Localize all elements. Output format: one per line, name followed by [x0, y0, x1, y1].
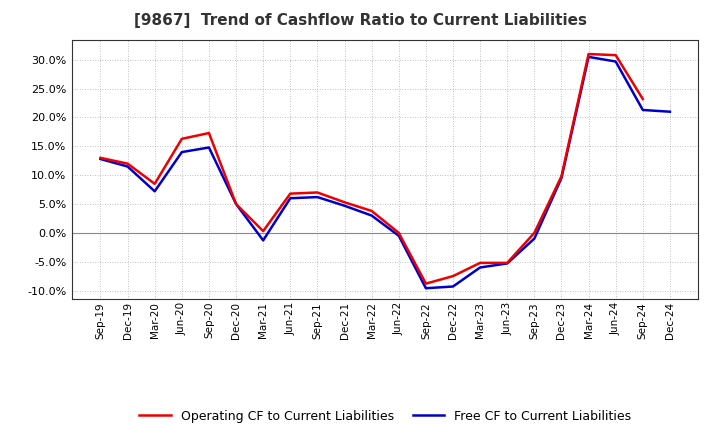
Free CF to Current Liabilities	[178, 150, 186, 155]
Free CF to Current Liabilities	[503, 261, 511, 266]
Free CF to Current Liabilities	[476, 265, 485, 270]
Free CF to Current Liabilities	[259, 238, 268, 243]
Legend: Operating CF to Current Liabilities, Free CF to Current Liabilities: Operating CF to Current Liabilities, Fre…	[135, 405, 636, 428]
Line: Operating CF to Current Liabilities: Operating CF to Current Liabilities	[101, 54, 643, 284]
Operating CF to Current Liabilities	[204, 130, 213, 136]
Operating CF to Current Liabilities	[367, 208, 376, 213]
Free CF to Current Liabilities	[557, 176, 566, 181]
Operating CF to Current Liabilities	[395, 230, 403, 235]
Free CF to Current Liabilities	[204, 145, 213, 150]
Free CF to Current Liabilities	[584, 54, 593, 59]
Operating CF to Current Liabilities	[232, 202, 240, 207]
Free CF to Current Liabilities	[421, 286, 430, 291]
Operating CF to Current Liabilities	[259, 228, 268, 234]
Free CF to Current Liabilities	[341, 203, 349, 209]
Operating CF to Current Liabilities	[178, 136, 186, 142]
Free CF to Current Liabilities	[530, 236, 539, 241]
Free CF to Current Liabilities	[665, 109, 674, 114]
Operating CF to Current Liabilities	[286, 191, 294, 196]
Text: [9867]  Trend of Cashflow Ratio to Current Liabilities: [9867] Trend of Cashflow Ratio to Curren…	[133, 13, 587, 28]
Operating CF to Current Liabilities	[449, 274, 457, 279]
Free CF to Current Liabilities	[150, 189, 159, 194]
Free CF to Current Liabilities	[449, 284, 457, 289]
Free CF to Current Liabilities	[232, 202, 240, 207]
Operating CF to Current Liabilities	[421, 281, 430, 286]
Operating CF to Current Liabilities	[639, 96, 647, 102]
Operating CF to Current Liabilities	[584, 51, 593, 57]
Operating CF to Current Liabilities	[530, 230, 539, 235]
Operating CF to Current Liabilities	[557, 174, 566, 179]
Operating CF to Current Liabilities	[611, 52, 620, 58]
Free CF to Current Liabilities	[96, 156, 105, 161]
Operating CF to Current Liabilities	[341, 200, 349, 205]
Free CF to Current Liabilities	[367, 213, 376, 218]
Operating CF to Current Liabilities	[96, 155, 105, 161]
Free CF to Current Liabilities	[611, 59, 620, 64]
Free CF to Current Liabilities	[286, 196, 294, 201]
Free CF to Current Liabilities	[395, 233, 403, 238]
Free CF to Current Liabilities	[313, 194, 322, 200]
Operating CF to Current Liabilities	[313, 190, 322, 195]
Free CF to Current Liabilities	[639, 107, 647, 113]
Operating CF to Current Liabilities	[503, 260, 511, 265]
Operating CF to Current Liabilities	[476, 260, 485, 265]
Free CF to Current Liabilities	[123, 164, 132, 169]
Operating CF to Current Liabilities	[150, 181, 159, 187]
Operating CF to Current Liabilities	[123, 161, 132, 166]
Line: Free CF to Current Liabilities: Free CF to Current Liabilities	[101, 57, 670, 288]
